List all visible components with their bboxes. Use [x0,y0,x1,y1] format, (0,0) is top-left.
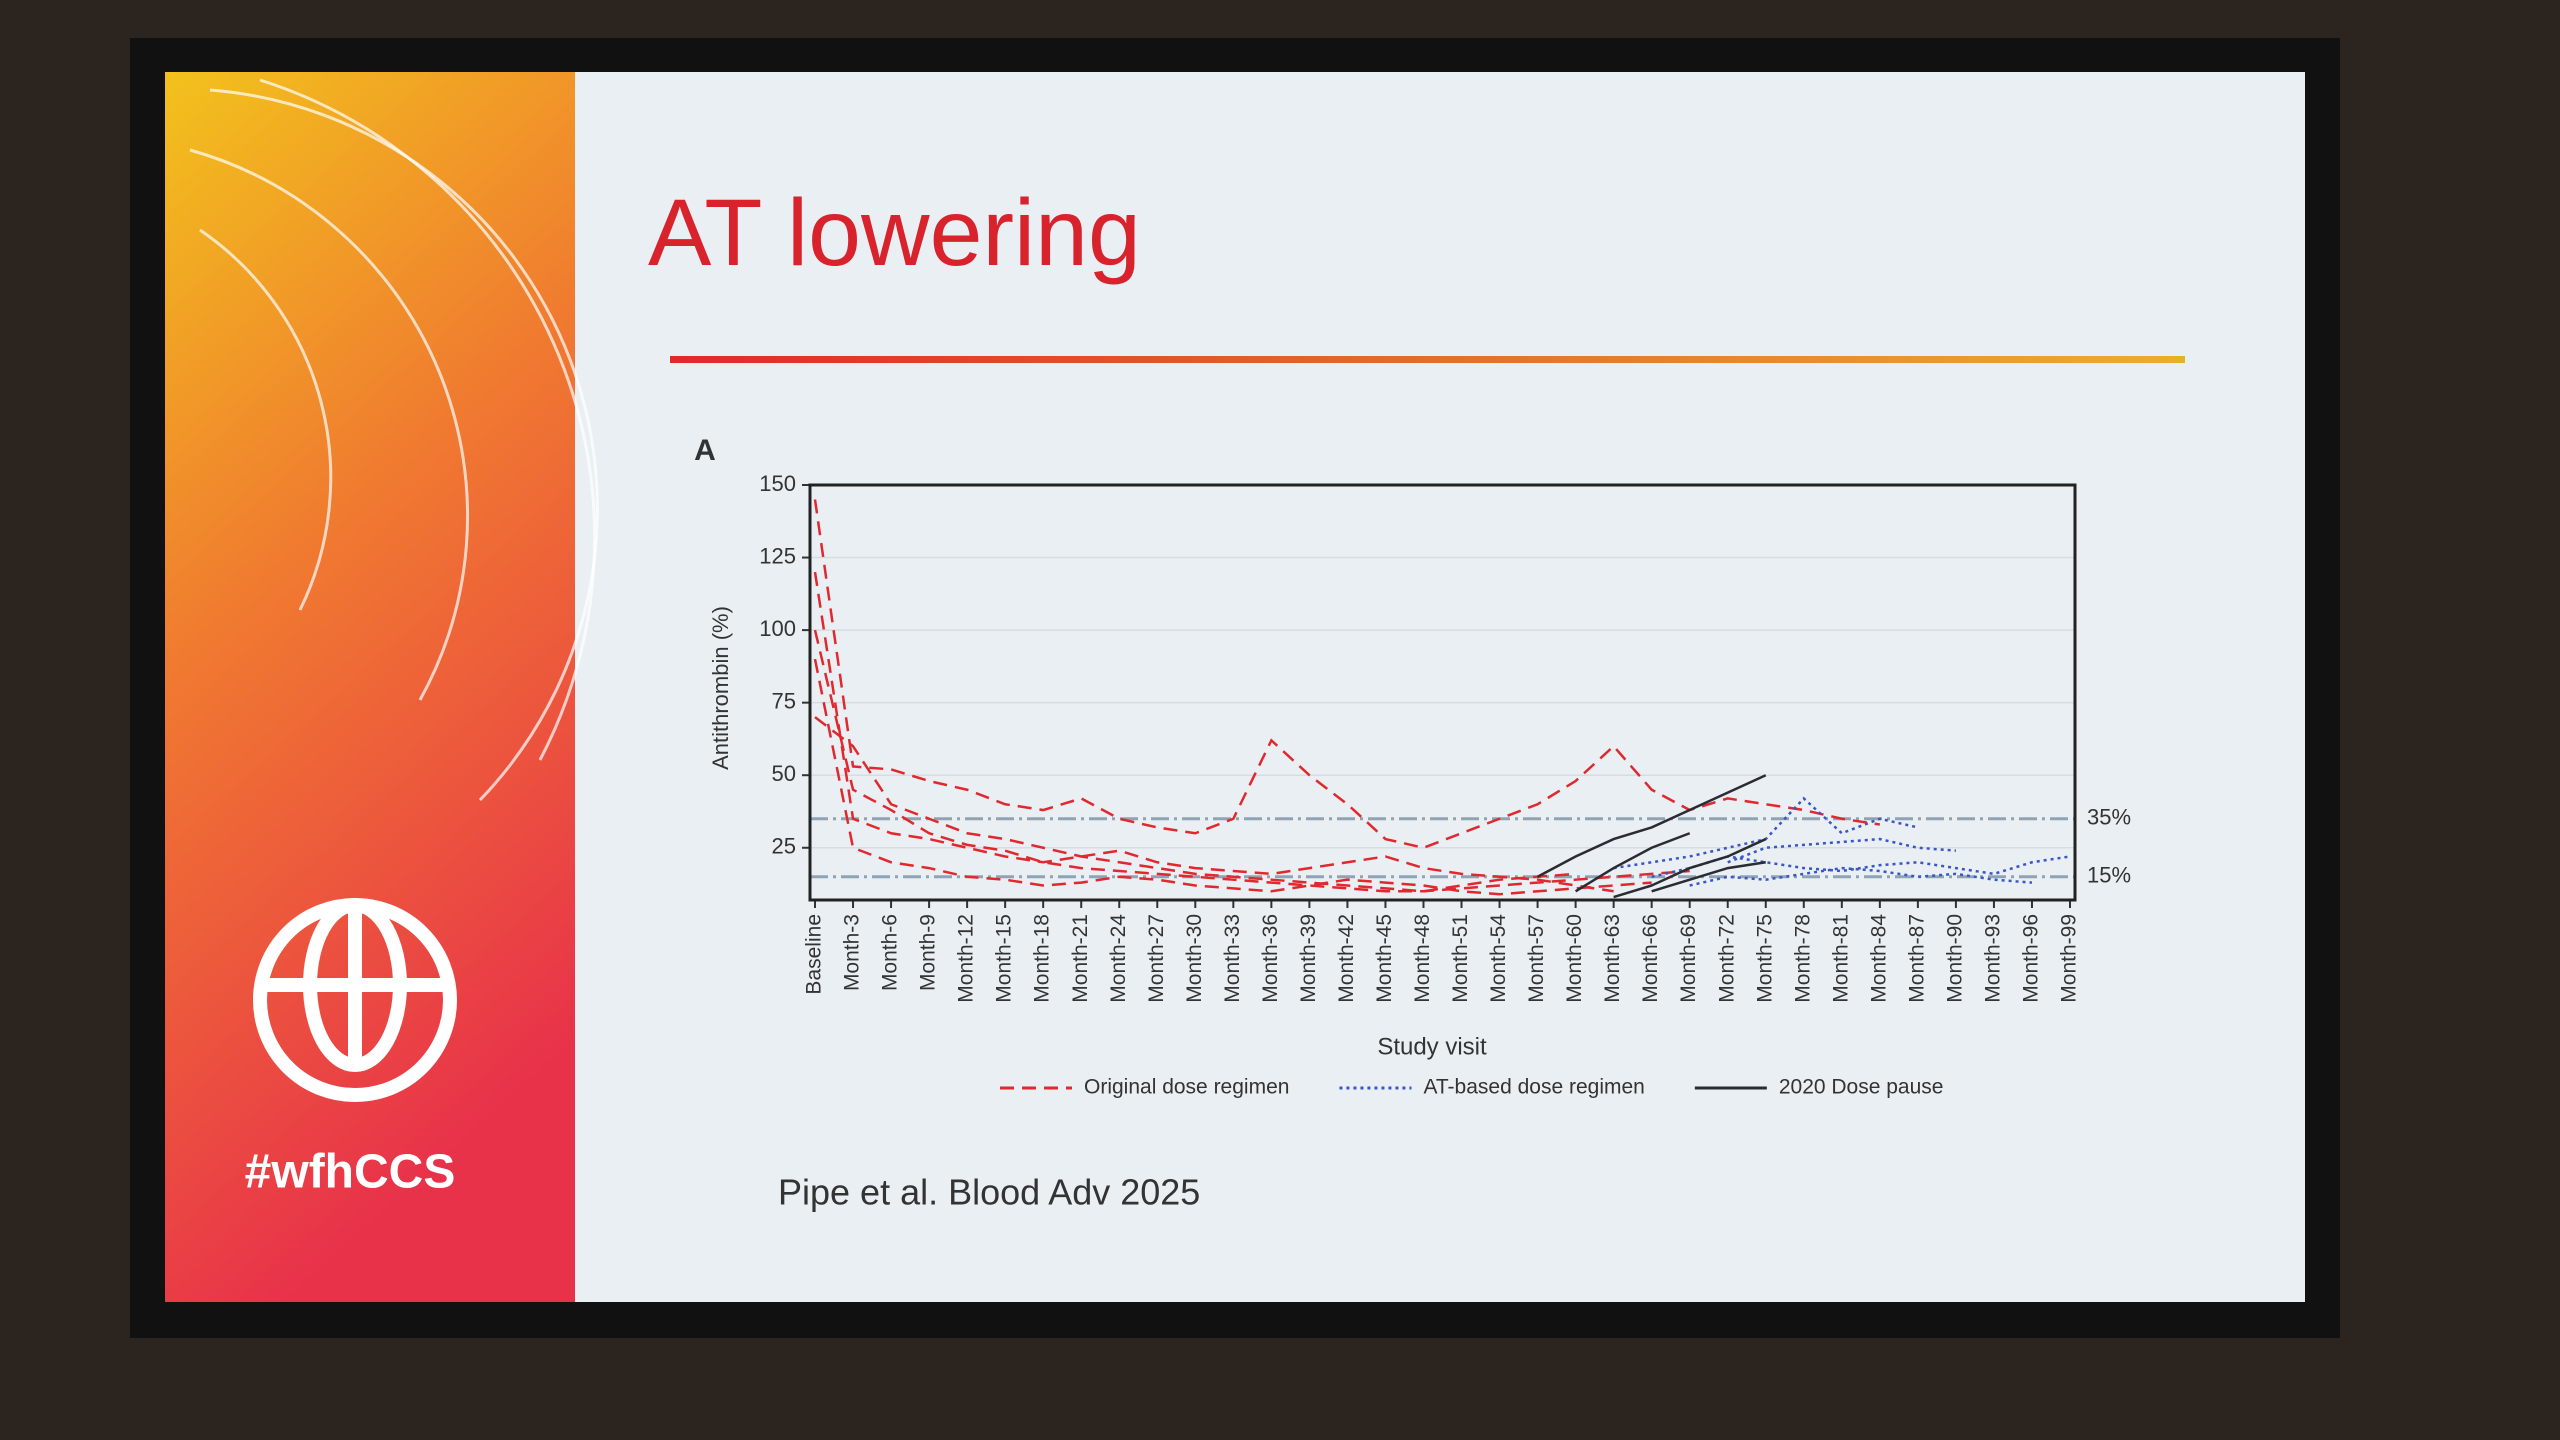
x-tick-label: Month-12 [955,914,978,1003]
plot-frame [808,483,2077,902]
series-line [813,499,1881,850]
series-line [813,658,1652,896]
y-tick-label: 125 [759,543,796,568]
series-line [1689,866,2033,887]
x-tick-label: Month-42 [1335,914,1358,1003]
x-tick-label: Month-99 [2058,914,2081,1003]
x-tick-label: Month-24 [1107,914,1130,1003]
legend-label: 2020 Dose pause [1779,1076,1944,1099]
x-tick-label: Month-18 [1031,914,1054,1003]
x-tick-label: Month-9 [917,914,940,991]
x-tick-label: Month-6 [879,914,902,991]
y-tick-label: 25 [772,834,796,859]
y-tick-label: 150 [759,471,796,496]
x-tick-label: Month-57 [1525,914,1548,1003]
x-tick-label: Month-30 [1183,914,1206,1003]
x-tick-label: Baseline [803,914,826,995]
legend-label: AT-based dose regimen [1423,1076,1644,1099]
x-tick-label: Month-36 [1259,914,1282,1003]
x-tick-label: Month-60 [1563,914,1586,1003]
citation: Pipe et al. Blood Adv 2025 [778,1172,1200,1213]
x-tick-label: Month-75 [1753,914,1776,1003]
x-tick-label: Month-15 [993,914,1016,1003]
x-tick-label: Month-39 [1297,914,1320,1003]
decor-arcs [189,78,599,802]
x-tick-label: Month-93 [1981,914,2004,1003]
series-line [813,571,1614,893]
x-tick-label: Month-84 [1867,914,1890,1003]
y-axis-label: Antithrombin (%) [708,606,733,770]
y-tick-label: 50 [772,761,796,786]
series-line [1536,774,1767,878]
x-tick-label: Month-63 [1601,914,1624,1003]
x-tick-label: Month-3 [841,914,864,991]
x-tick-label: Month-51 [1449,914,1472,1003]
x-tick-label: Month-33 [1221,914,1244,1003]
legend-label: Original dose regimen [1084,1076,1289,1099]
x-tick-label: Month-66 [1639,914,1662,1003]
series-line [814,716,1576,893]
x-tick-label: Month-21 [1069,914,1092,1003]
x-tick-label: Month-48 [1411,914,1434,1003]
globe-icon [253,898,457,1102]
x-tick-label: Month-72 [1715,914,1738,1003]
x-tick-label: Month-81 [1829,914,1852,1003]
x-tick-label: Month-87 [1905,914,1928,1003]
x-tick-label: Month-90 [1943,914,1966,1003]
x-tick-label: Month-96 [2020,914,2043,1003]
y-tick-label: 100 [759,616,796,641]
x-axis-label: Study visit [1377,1033,1487,1060]
panel-label: A [694,434,716,467]
series-line [1651,861,1766,893]
hashtag: #wfhCCS [245,1146,456,1199]
title-rule [670,356,2185,363]
slide-title: AT lowering [648,180,1141,286]
x-tick-label: Month-27 [1145,914,1168,1003]
series-line [1574,832,1691,893]
x-tick-label: Month-78 [1791,914,1814,1003]
series-line [1613,837,1767,899]
y-tick-label: 75 [772,688,796,713]
x-tick-label: Month-45 [1373,914,1396,1003]
x-tick-label: Month-69 [1677,914,1700,1003]
x-tick-label: Month-54 [1487,914,1510,1003]
reference-label: 15% [2087,863,2131,888]
series-line [1613,796,1919,870]
reference-label: 35% [2087,805,2131,830]
series-line [813,629,1690,893]
